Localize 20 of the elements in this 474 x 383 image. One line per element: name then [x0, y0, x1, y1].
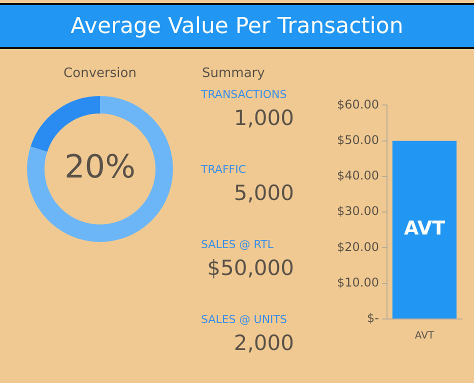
text: Summary	[202, 66, 265, 81]
text: AVT	[414, 330, 435, 342]
text: 1,000	[234, 106, 294, 130]
y-tick-label: $20.00	[336, 240, 379, 254]
y-tick-label: $50.00	[336, 132, 379, 147]
text: SALES @ RTL	[201, 238, 274, 251]
chart-title: Conversion	[62, 66, 138, 81]
text: TRANSACTIONS	[201, 88, 287, 101]
text: Average Value Per Transaction	[70, 14, 404, 38]
text: 5,000	[234, 181, 294, 205]
text: SALES @ UNITS	[201, 313, 287, 326]
y-tick-label: $-	[367, 311, 379, 326]
y-tick-label: $40.00	[336, 168, 379, 183]
y-tick-label: $60.00	[336, 97, 379, 112]
text: 20%	[64, 147, 136, 186]
text: TRAFFIC	[201, 163, 246, 176]
text: $50,000	[207, 256, 294, 280]
y-tick-label: $10.00	[336, 275, 379, 290]
text: 2,000	[234, 331, 294, 355]
y-tick-label: $30.00	[336, 204, 379, 218]
